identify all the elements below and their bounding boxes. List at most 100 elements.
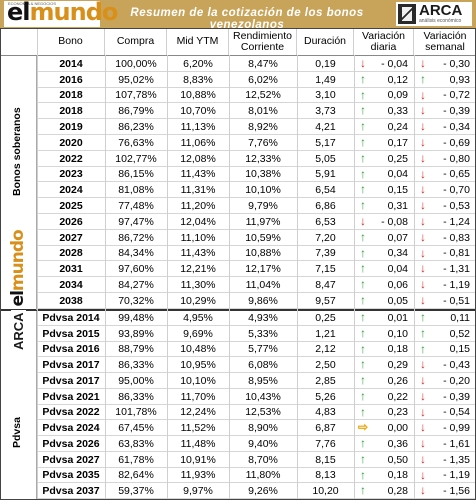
table-header: Bono Compra Mid YTM Rendimiento Corrient… bbox=[0, 28, 476, 55]
arrow-down-icon: ↓ bbox=[420, 182, 426, 197]
cell-bono: Pdvsa 2026 bbox=[42, 437, 100, 450]
table-row: Pdvsa 2037 59,37% 9,97% 9,26% 10,20 ↑ 0,28 ↓ - 1… bbox=[37, 483, 476, 499]
cell-bono: Pdvsa 2021 bbox=[42, 390, 100, 403]
arrow-up-icon: ↑ bbox=[360, 261, 366, 276]
table-row: 2031 97,60% 12,21% 12,17% 7,15 ↑ 0,04 ↓ - 1,31 bbox=[37, 261, 476, 278]
arca-mark-icon bbox=[398, 4, 416, 24]
table-row: 2018 86,79% 10,70% 8,01% 3,73 ↑ 0,33 ↓ - 0,39 bbox=[37, 103, 476, 120]
table-row: Pdvsa 2017 95,00% 10,10% 8,95% 2,85 ↑ 0,26 ↓ - 0… bbox=[37, 373, 476, 389]
cell-bono: Pdvsa 2016 bbox=[42, 343, 100, 356]
cell-duracion: 1,21 bbox=[315, 327, 336, 340]
cell-variacion-semanal: - 0,34 bbox=[443, 121, 470, 134]
arrow-down-icon: ↓ bbox=[420, 87, 426, 102]
cell-variacion-diaria: 0,28 bbox=[387, 485, 408, 498]
cell-compra: 93,89% bbox=[118, 327, 154, 340]
arrow-up-icon: ↑ bbox=[360, 150, 366, 165]
cell-variacion-diaria: 0,24 bbox=[387, 121, 408, 134]
table-row: Pdvsa 2035 82,64% 11,93% 11,80% 8,13 ↑ 0,18 ↓ - … bbox=[37, 468, 476, 484]
cell-compra: 101,78% bbox=[115, 406, 157, 419]
elmundo-logo-sub: ECONOMÍA & NEGOCIOS bbox=[8, 1, 57, 6]
arrow-down-icon: ↓ bbox=[420, 373, 426, 387]
cell-rendimiento: 12,33% bbox=[245, 152, 281, 165]
arrow-down-icon: ↓ bbox=[420, 420, 426, 435]
cell-mid-ytm: 11,30% bbox=[180, 279, 216, 292]
cell-compra: 84,27% bbox=[118, 279, 154, 292]
cell-compra: 61,78% bbox=[118, 453, 154, 466]
cell-variacion-semanal: - 0,99 bbox=[443, 422, 470, 435]
cell-duracion: 1,49 bbox=[315, 73, 336, 86]
cell-compra: 59,37% bbox=[118, 485, 154, 498]
arrow-up-icon: ↑ bbox=[360, 198, 366, 213]
table-row: 2034 84,27% 11,30% 11,04% 8,47 ↑ 0,06 ↓ - 1,19 bbox=[37, 277, 476, 293]
header-variacion-diaria: Variación diaria bbox=[354, 28, 414, 55]
cell-duracion: 6,86 bbox=[315, 200, 336, 213]
cell-mid-ytm: 8,83% bbox=[183, 73, 213, 86]
cell-rendimiento: 11,04% bbox=[245, 279, 281, 292]
cell-duracion: 7,76 bbox=[315, 437, 336, 450]
table-row: 2028 84,34% 11,43% 10,88% 7,39 ↑ 0,34 ↓ - 0,81 bbox=[37, 246, 476, 262]
cell-duracion: 5,05 bbox=[315, 152, 336, 165]
cell-duracion: 10,20 bbox=[312, 485, 339, 498]
cell-bono: 2022 bbox=[59, 152, 83, 165]
arrow-down-icon: ↓ bbox=[420, 293, 426, 307]
cell-variacion-semanal: - 1,24 bbox=[443, 215, 470, 228]
cell-variacion-semanal: - 1,19 bbox=[443, 279, 470, 292]
cell-duracion: 3,73 bbox=[315, 105, 336, 118]
arrow-down-icon: ↓ bbox=[360, 214, 366, 228]
cell-duracion: 4,83 bbox=[315, 406, 336, 419]
cell-mid-ytm: 10,10% bbox=[180, 374, 216, 387]
cell-duracion: 2,50 bbox=[315, 359, 336, 372]
cell-variacion-diaria: 0,09 bbox=[387, 89, 408, 102]
cell-mid-ytm: 11,48% bbox=[180, 437, 216, 450]
side-logo-el: el bbox=[8, 291, 28, 307]
cell-compra: 86,15% bbox=[118, 168, 154, 181]
cell-duracion: 7,15 bbox=[315, 263, 336, 276]
arrow-down-icon: ↓ bbox=[420, 245, 426, 260]
table-row: 2022 102,77% 12,08% 12,33% 5,05 ↑ 0,25 ↓ - 0,80 bbox=[37, 151, 476, 167]
cell-bono: 2031 bbox=[59, 263, 83, 276]
cell-variacion-diaria: 0,06 bbox=[387, 279, 408, 292]
arrow-up-icon: ↑ bbox=[360, 325, 366, 340]
cell-bono: Pdvsa 2035 bbox=[42, 469, 100, 482]
arrow-up-icon: ↑ bbox=[420, 310, 426, 324]
cell-bono: 2027 bbox=[59, 231, 83, 244]
cell-variacion-diaria: 0,17 bbox=[387, 136, 408, 149]
cell-bono: 2034 bbox=[59, 279, 83, 292]
cell-mid-ytm: 11,70% bbox=[180, 390, 216, 403]
cell-variacion-semanal: - 0,70 bbox=[443, 184, 470, 197]
cell-mid-ytm: 11,31% bbox=[180, 184, 216, 197]
cell-duracion: 6,53 bbox=[315, 215, 336, 228]
arrow-down-icon: ↓ bbox=[420, 229, 426, 244]
arrow-up-icon: ↑ bbox=[360, 310, 366, 324]
cell-compra: 86,72% bbox=[118, 231, 154, 244]
cell-compra: 86,33% bbox=[118, 359, 154, 372]
arrow-down-icon: ↓ bbox=[420, 467, 426, 482]
cell-variacion-semanal: - 0,72 bbox=[443, 89, 470, 102]
cell-compra: 100,00% bbox=[115, 57, 157, 70]
arrow-up-icon: ↑ bbox=[360, 388, 366, 403]
cell-variacion-semanal: - 0,83 bbox=[443, 231, 470, 244]
cell-rendimiento: 10,88% bbox=[245, 247, 281, 260]
header-variacion-semanal: Variación semanal bbox=[423, 29, 467, 53]
cell-variacion-diaria: 0,01 bbox=[387, 311, 408, 324]
cell-bono: Pdvsa 2022 bbox=[42, 406, 100, 419]
cell-bono: 2026 bbox=[59, 215, 83, 228]
cell-duracion: 0,25 bbox=[315, 311, 336, 324]
cell-rendimiento: 7,76% bbox=[248, 136, 278, 149]
cell-duracion: 5,91 bbox=[315, 168, 336, 181]
cell-duracion: 8,47 bbox=[315, 279, 336, 292]
arrow-down-icon: ↓ bbox=[420, 404, 426, 419]
arrow-up-icon: ↑ bbox=[420, 341, 426, 356]
cell-bono: 2018 bbox=[59, 105, 83, 118]
cell-variacion-semanal: - 0,65 bbox=[443, 168, 470, 181]
arca-logo: ARCA análisis económico bbox=[396, 2, 472, 26]
header-compra: Compra bbox=[105, 28, 167, 55]
arrow-up-icon: ↑ bbox=[420, 71, 426, 86]
arca-logo-word: ARCA bbox=[419, 2, 463, 19]
cell-mid-ytm: 4,95% bbox=[183, 311, 213, 324]
cell-rendimiento: 5,77% bbox=[248, 343, 278, 356]
cell-variacion-diaria: 0,34 bbox=[387, 247, 408, 260]
cell-rendimiento: 9,26% bbox=[248, 485, 278, 498]
cell-bono: Pdvsa 2027 bbox=[42, 453, 100, 466]
side-logo-mundo: mundo bbox=[8, 230, 28, 292]
